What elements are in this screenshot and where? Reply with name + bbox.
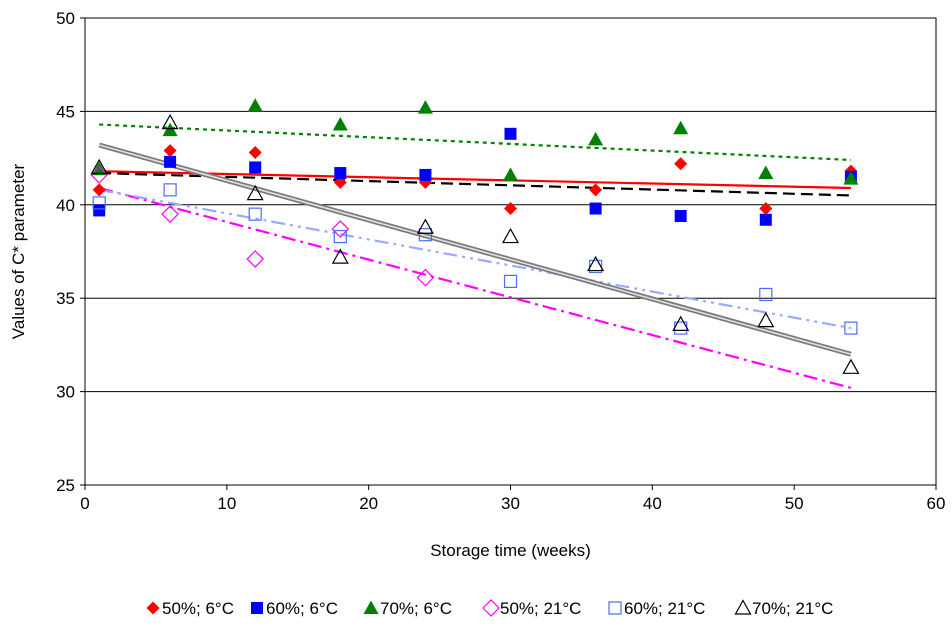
legend-label-series-2: 60%; 6°C <box>266 599 338 618</box>
data-point-series-1 <box>674 157 688 171</box>
legend-label-series-3: 70%; 6°C <box>380 599 452 618</box>
data-point-series-5 <box>163 183 177 197</box>
data-point-series-3 <box>332 116 348 131</box>
data-point-series-3 <box>417 100 433 114</box>
data-point-series-4 <box>246 250 265 268</box>
data-point-series-5 <box>759 287 773 302</box>
data-point-series-1 <box>759 202 773 216</box>
y-tick-label: 40 <box>56 196 75 215</box>
x-tick-label: 50 <box>785 494 804 513</box>
data-point-series-2 <box>249 161 262 174</box>
trendline-series-6-core <box>98 144 852 356</box>
data-point-series-3 <box>247 98 263 112</box>
legend-label-series-1: 50%; 6°C <box>162 599 234 618</box>
y-axis-title: Values of C* parameter <box>9 163 28 339</box>
data-point-series-5 <box>844 321 858 335</box>
data-point-series-1 <box>589 183 603 197</box>
data-point-series-3 <box>162 122 178 137</box>
data-point-series-3 <box>588 131 604 146</box>
data-point-series-2 <box>419 168 432 181</box>
x-tick-label: 60 <box>927 494 946 513</box>
data-point-series-3 <box>843 171 859 185</box>
grid-layer <box>85 110 936 393</box>
x-tick-label: 10 <box>217 494 236 513</box>
x-tick-label: 20 <box>359 494 378 513</box>
data-point-series-3 <box>91 161 107 176</box>
data-markers <box>90 98 860 374</box>
legend-marker-series-6 <box>734 599 752 615</box>
axis-ticks: 25 30 35 40 45 50 0 10 20 30 40 50 60 <box>56 9 945 513</box>
data-point-series-6 <box>672 315 690 331</box>
trendline-series-4 <box>98 186 852 389</box>
data-point-series-6 <box>501 227 520 244</box>
data-point-series-2 <box>674 210 687 223</box>
data-point-series-5 <box>248 207 262 221</box>
legend-marker-series-5 <box>608 601 622 615</box>
x-tick-label: 30 <box>501 494 520 513</box>
data-point-series-3 <box>503 167 518 181</box>
x-tick-label: 40 <box>643 494 662 513</box>
data-point-series-6 <box>842 358 860 374</box>
data-point-series-5 <box>418 228 432 242</box>
data-point-series-5 <box>503 274 518 288</box>
data-point-series-2 <box>93 204 106 217</box>
data-point-series-4 <box>161 205 179 223</box>
plot-area-frame <box>84 17 937 486</box>
data-point-series-3 <box>758 165 774 180</box>
data-point-series-6 <box>90 158 108 175</box>
data-point-series-5 <box>92 196 106 210</box>
y-tick-label: 35 <box>56 289 75 308</box>
legend-label-series-6: 70%; 21°C <box>752 599 833 618</box>
legend: 50%; 6°C 60%; 6°C 70%; 6°C 50%; 21°C 60%; 21… <box>146 599 833 618</box>
trend-lines <box>98 123 852 389</box>
data-point-series-2 <box>759 213 772 226</box>
legend-label-series-5: 60%; 21°C <box>624 599 705 618</box>
data-point-series-2 <box>589 202 602 215</box>
trendline-series-5 <box>98 188 852 330</box>
data-point-series-5 <box>588 259 603 274</box>
data-point-series-5 <box>333 229 347 244</box>
x-tick-label: 0 <box>80 494 89 513</box>
data-point-series-4 <box>331 220 350 238</box>
trendline-series-1 <box>99 170 851 190</box>
y-tick-label: 50 <box>56 9 75 28</box>
data-point-series-1 <box>248 145 262 159</box>
data-point-series-6 <box>246 184 264 201</box>
data-point-series-6 <box>587 255 605 272</box>
data-point-series-4 <box>90 166 109 184</box>
data-point-series-1 <box>504 202 517 216</box>
data-point-series-6 <box>161 113 179 130</box>
data-point-series-2 <box>334 167 347 180</box>
data-point-series-4 <box>416 268 435 287</box>
trendline-series-3 <box>99 123 851 162</box>
legend-label-series-4: 50%; 21°C <box>500 599 581 618</box>
x-axis-title: Storage time (weeks) <box>430 541 591 560</box>
y-tick-label: 30 <box>56 383 75 402</box>
data-point-series-6 <box>331 248 349 264</box>
legend-marker-series-4 <box>482 599 500 617</box>
data-point-series-1 <box>92 183 106 197</box>
data-point-series-3 <box>673 120 689 135</box>
data-point-series-2 <box>504 127 517 140</box>
y-tick-label: 45 <box>56 102 75 121</box>
legend-marker-series-2 <box>251 602 263 614</box>
data-point-series-6 <box>757 311 775 328</box>
data-point-series-1 <box>333 175 347 189</box>
legend-marker-series-1 <box>146 601 160 615</box>
data-point-series-1 <box>163 144 177 158</box>
data-point-series-2 <box>164 155 177 168</box>
legend-marker-series-3 <box>363 600 379 614</box>
data-point-series-6 <box>416 218 434 234</box>
y-tick-label: 25 <box>56 476 75 495</box>
